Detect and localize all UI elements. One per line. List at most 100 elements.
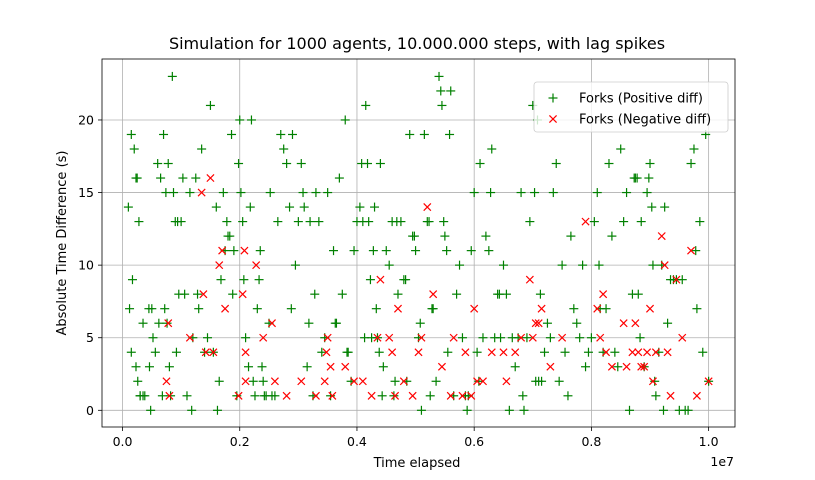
data-point xyxy=(381,246,391,256)
data-point xyxy=(166,391,176,401)
data-point xyxy=(537,304,546,313)
data-point xyxy=(648,260,658,270)
data-point xyxy=(578,260,588,270)
data-point xyxy=(331,318,341,328)
data-point xyxy=(285,202,295,212)
data-point xyxy=(689,144,699,154)
data-point xyxy=(241,348,250,357)
data-point xyxy=(385,333,394,342)
data-point xyxy=(636,217,646,227)
data-point xyxy=(531,319,540,328)
series-negative-diff xyxy=(162,174,713,400)
data-point xyxy=(326,362,335,371)
data-point xyxy=(602,348,611,357)
data-point xyxy=(241,377,250,386)
data-point xyxy=(241,333,251,343)
data-point xyxy=(484,246,494,256)
data-point xyxy=(575,333,585,343)
data-point xyxy=(320,377,329,386)
data-point xyxy=(586,333,596,343)
data-point xyxy=(663,318,673,328)
data-point xyxy=(631,319,640,328)
data-point xyxy=(440,231,450,241)
data-point xyxy=(607,231,617,241)
data-point xyxy=(132,173,142,183)
data-point xyxy=(546,362,555,371)
legend-label: Forks (Positive diff) xyxy=(579,92,703,107)
data-point xyxy=(221,304,230,313)
data-point xyxy=(164,319,173,328)
data-point xyxy=(466,246,476,256)
data-point xyxy=(182,391,192,401)
data-point xyxy=(486,188,496,198)
data-point xyxy=(419,129,429,139)
data-point xyxy=(589,217,599,227)
data-point xyxy=(370,202,380,212)
data-point xyxy=(658,405,668,415)
data-point xyxy=(234,159,244,169)
data-point xyxy=(519,405,529,415)
data-point xyxy=(258,376,268,386)
data-point xyxy=(349,246,359,256)
data-point xyxy=(298,188,308,198)
data-point xyxy=(134,217,144,227)
data-point xyxy=(415,318,425,328)
data-point xyxy=(417,333,426,342)
data-point xyxy=(445,129,455,139)
data-point xyxy=(499,348,508,357)
y-tick-label: 20 xyxy=(78,112,94,127)
data-point xyxy=(613,362,623,372)
data-point xyxy=(293,217,303,227)
data-point xyxy=(517,333,526,342)
data-point xyxy=(478,377,487,386)
data-point xyxy=(311,188,321,198)
data-point xyxy=(250,391,260,401)
data-point xyxy=(302,362,312,372)
data-point xyxy=(334,173,344,183)
data-point xyxy=(384,260,394,270)
x-axis-label: Time elapsed xyxy=(373,456,461,471)
series-positive-diff xyxy=(123,71,714,415)
data-point xyxy=(563,391,573,401)
y-tick-label: 10 xyxy=(78,258,94,273)
data-point xyxy=(227,129,237,139)
data-point xyxy=(666,391,675,400)
data-point xyxy=(286,304,296,314)
data-point xyxy=(215,261,224,270)
data-point xyxy=(437,362,446,371)
data-point xyxy=(164,362,174,372)
data-point xyxy=(683,405,693,415)
data-point xyxy=(388,348,397,357)
data-point xyxy=(436,86,446,96)
data-point xyxy=(171,347,181,357)
data-point xyxy=(518,391,528,401)
y-axis-label: Absolute Time Difference (s) xyxy=(55,151,70,336)
data-point xyxy=(126,129,136,139)
data-point xyxy=(408,391,417,400)
data-point xyxy=(698,347,708,357)
data-point xyxy=(276,129,286,139)
data-point xyxy=(305,217,315,227)
data-point xyxy=(428,304,438,314)
x-tick-label: 0.6 xyxy=(464,434,484,449)
data-point xyxy=(437,100,447,110)
data-point xyxy=(569,304,579,314)
data-point xyxy=(599,290,608,299)
data-point xyxy=(214,376,224,386)
data-point xyxy=(405,129,415,139)
data-point xyxy=(374,347,384,357)
data-point xyxy=(257,362,267,372)
data-point xyxy=(628,348,637,357)
data-point xyxy=(660,261,669,270)
data-point xyxy=(648,377,657,386)
data-point xyxy=(616,144,626,154)
data-point xyxy=(534,319,543,328)
data-point xyxy=(593,304,602,313)
data-point xyxy=(310,289,320,299)
data-point xyxy=(560,347,570,357)
data-point xyxy=(248,376,258,386)
data-point xyxy=(516,188,526,198)
data-point xyxy=(458,391,467,400)
data-point xyxy=(375,159,385,169)
data-point xyxy=(232,391,242,401)
